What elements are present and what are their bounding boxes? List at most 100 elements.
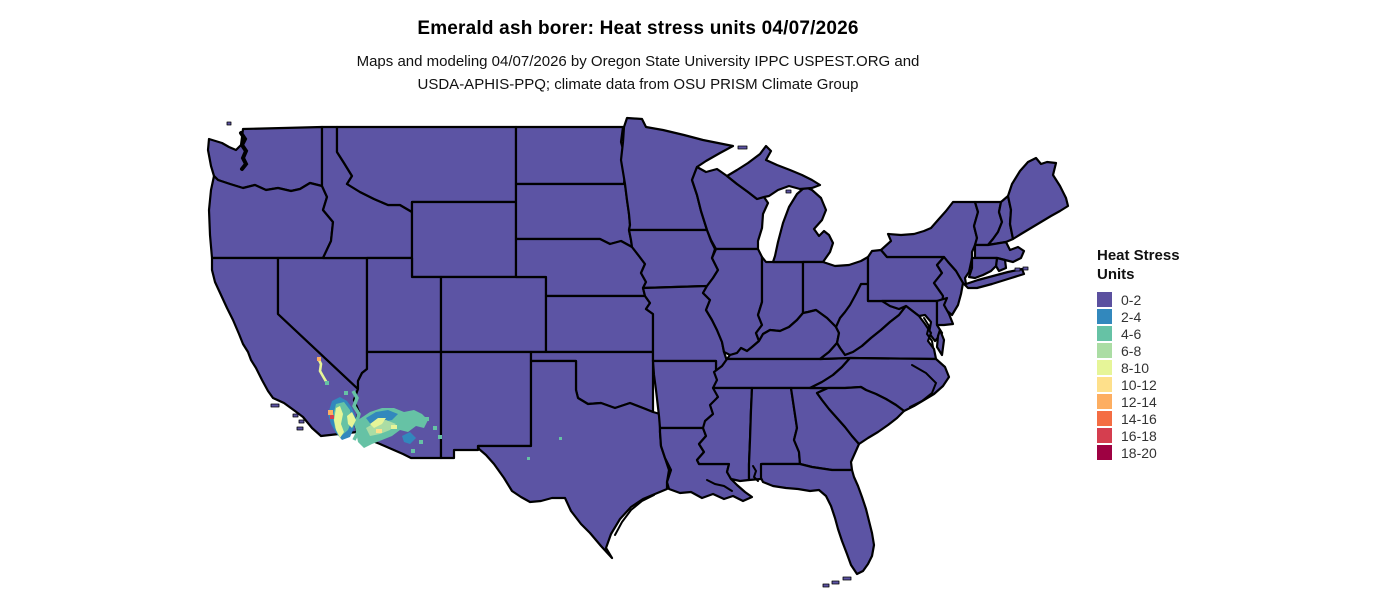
legend-label: 14-16 xyxy=(1121,410,1157,427)
texas-barrier-islands-detail xyxy=(614,494,655,536)
outer-banks-detail xyxy=(909,364,938,408)
heat-blob-gila-blue xyxy=(402,432,416,444)
legend-swatch xyxy=(1097,428,1112,443)
heat-dot-teal xyxy=(433,426,437,430)
massachusetts-island xyxy=(1022,266,1029,271)
heat-patch-paleyellow xyxy=(391,425,397,429)
legend-swatch xyxy=(1097,445,1112,460)
legend-title-line-1: Heat Stress xyxy=(1097,247,1180,264)
heat-dot-teal xyxy=(419,440,423,444)
heat-death-valley-strip xyxy=(316,357,329,384)
legend-label: 18-20 xyxy=(1121,444,1157,461)
heat-dot-teal xyxy=(425,417,429,421)
legend-swatch xyxy=(1097,292,1112,307)
legend-entry: 8-10 xyxy=(1097,359,1347,376)
subtitle: Maps and modeling 04/07/2026 by Oregon S… xyxy=(0,50,1276,96)
legend-entry: 18-20 xyxy=(1097,444,1347,461)
channel-island xyxy=(296,426,304,431)
islands-group xyxy=(226,121,1029,588)
heat-dot-teal xyxy=(438,435,442,439)
legend-entry: 6-8 xyxy=(1097,342,1347,359)
legend-rows: 0-2 2-4 4-6 6-8 8-10 10-12 12-14 xyxy=(1097,291,1347,461)
legend-entry: 14-16 xyxy=(1097,410,1347,427)
massachusetts-island xyxy=(1014,267,1021,272)
legend-swatch xyxy=(1097,394,1112,409)
legend-entry: 2-4 xyxy=(1097,308,1347,325)
coastline-detail xyxy=(239,131,938,536)
florida-keys-island xyxy=(842,576,852,581)
legend-label: 4-6 xyxy=(1121,325,1142,342)
heat-raster xyxy=(316,357,562,460)
legend-title-line-2: Units xyxy=(1097,266,1135,283)
heat-dot-orange xyxy=(328,410,333,415)
legend-entry: 12-14 xyxy=(1097,393,1347,410)
states-group xyxy=(206,116,1070,588)
state-va xyxy=(818,304,938,361)
heat-dot-westtx xyxy=(559,437,562,440)
state-wy xyxy=(410,200,518,279)
florida-keys-island xyxy=(831,580,840,585)
state-me xyxy=(1006,156,1070,241)
puget-sound-detail xyxy=(239,131,249,171)
state-ct xyxy=(967,256,999,280)
legend: Heat Stress Units 0-2 2-4 4-6 6-8 8-10 xyxy=(1097,246,1347,461)
channel-island xyxy=(292,413,299,418)
channel-island xyxy=(298,419,305,424)
state-mi-lower xyxy=(771,185,835,264)
heat-dot-red xyxy=(330,415,334,419)
legend-entry: 16-18 xyxy=(1097,427,1347,444)
legend-entry: 10-12 xyxy=(1097,376,1347,393)
lake-michigan-island xyxy=(785,189,792,194)
channel-island xyxy=(270,403,280,408)
heat-death-valley-orange xyxy=(317,357,321,361)
chesapeake-bay-detail xyxy=(923,317,934,348)
legend-swatch xyxy=(1097,343,1112,358)
heat-blob-salton-paleyellow xyxy=(347,412,356,428)
legend-entry: 4-6 xyxy=(1097,325,1347,342)
heat-dot-teal xyxy=(411,449,415,453)
legend-swatch xyxy=(1097,377,1112,392)
legend-label: 2-4 xyxy=(1121,308,1142,325)
state-or xyxy=(207,174,335,260)
state-fl xyxy=(759,462,876,576)
subtitle-line-2: USDA-APHIS-PPQ; climate data from OSU PR… xyxy=(417,76,859,93)
subtitle-line-1: Maps and modeling 04/07/2026 by Oregon S… xyxy=(356,53,920,70)
legend-label: 16-18 xyxy=(1121,427,1157,444)
legend-label: 6-8 xyxy=(1121,342,1142,359)
louisiana-delta-detail xyxy=(706,479,733,492)
legend-title: Heat Stress Units xyxy=(1097,246,1347,284)
page-title: Emerald ash borer: Heat stress units 04/… xyxy=(417,18,859,39)
state-mi-upper xyxy=(725,144,822,201)
state-sc xyxy=(815,385,906,446)
heat-patch-yellow xyxy=(376,429,382,433)
state-ks xyxy=(544,294,655,354)
state-de xyxy=(935,296,955,327)
legend-swatch xyxy=(1097,326,1112,341)
state-nm xyxy=(439,350,533,460)
state-va-eastern-shore xyxy=(935,328,946,357)
legend-swatch xyxy=(1097,360,1112,375)
state-tx xyxy=(476,359,671,560)
florida-keys-island xyxy=(822,583,830,588)
state-sd xyxy=(514,182,634,249)
state-co xyxy=(439,275,548,354)
header: Emerald ash borer: Heat stress units 04/… xyxy=(0,0,1276,96)
heat-death-valley-teal xyxy=(325,381,329,385)
legend-label: 10-12 xyxy=(1121,376,1157,393)
legend-swatch xyxy=(1097,411,1112,426)
legend-label: 0-2 xyxy=(1121,291,1142,308)
legend-label: 8-10 xyxy=(1121,359,1150,376)
state-nd xyxy=(514,125,628,186)
san-juan-island xyxy=(226,121,232,126)
heat-dot-westtx xyxy=(527,457,530,460)
mobile-bay-detail xyxy=(752,465,759,482)
legend-entry: 0-2 xyxy=(1097,291,1347,308)
heat-blob-imperial-yellow xyxy=(334,406,344,438)
legend-swatch xyxy=(1097,309,1112,324)
legend-label: 12-14 xyxy=(1121,393,1157,410)
heat-dot-teal xyxy=(344,391,348,395)
heat-blob-yuma-paleyellow xyxy=(370,418,386,428)
isle-royale-island xyxy=(737,145,748,150)
